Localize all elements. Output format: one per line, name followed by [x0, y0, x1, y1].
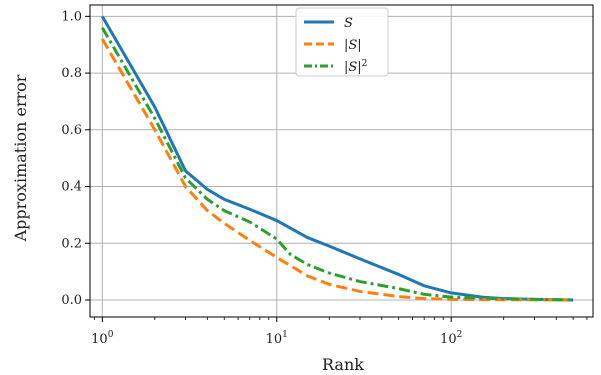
- series-line-2: [101, 38, 574, 302]
- y-tick-label: 0.4: [61, 180, 82, 195]
- axes: 100 101 102 0.0 0.2 0.4 0.6 0.8 1.0: [61, 4, 594, 347]
- x-axis-label: Rank: [322, 355, 364, 374]
- series-line-3: [101, 26, 574, 302]
- legend-box: [295, 7, 389, 77]
- x-tick-label: 102: [440, 330, 462, 347]
- series-lines: [101, 15, 574, 302]
- y-tick-label: 1.0: [61, 9, 82, 24]
- legend: S |S| |S|2: [295, 7, 389, 77]
- x-tick-label: 100: [91, 330, 114, 347]
- legend-label-2: |S|: [344, 38, 362, 53]
- x-tick-label: 101: [266, 330, 288, 347]
- legend-label-1: S: [344, 16, 353, 31]
- y-tick-label: 0.0: [61, 293, 82, 308]
- plot-frame: [89, 4, 594, 318]
- y-tick-label: 0.8: [61, 66, 82, 81]
- y-axis-label: Approximation error: [11, 74, 30, 242]
- legend-label-3: |S|2: [344, 59, 367, 75]
- y-tick-label: 0.6: [61, 123, 82, 138]
- y-tick-label: 0.2: [61, 236, 82, 251]
